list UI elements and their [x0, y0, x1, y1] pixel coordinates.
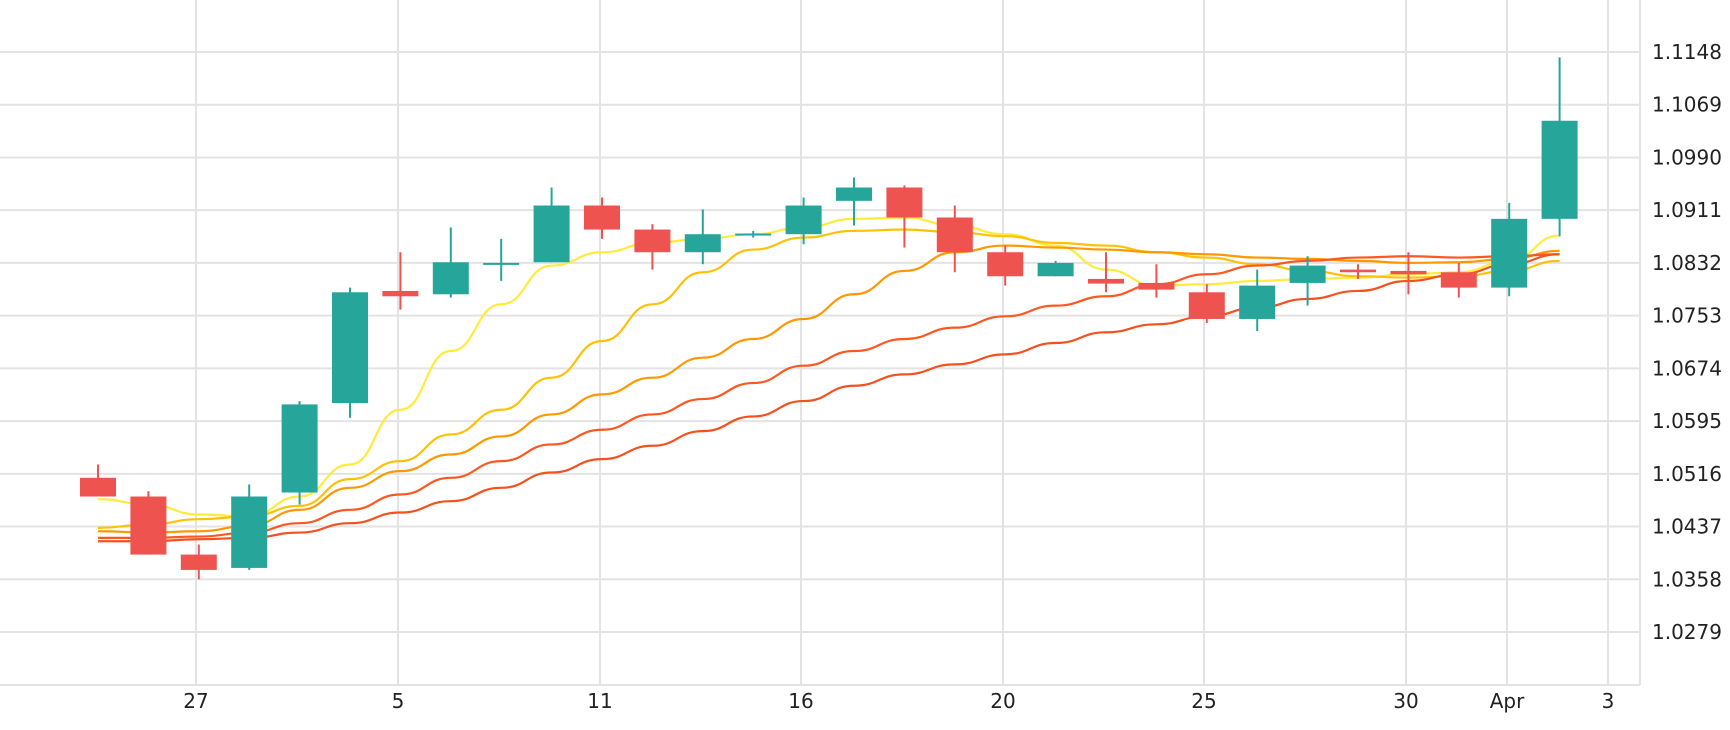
x-tick-label: 16 — [788, 689, 813, 713]
candle-body — [1088, 278, 1124, 284]
candle-body — [987, 252, 1024, 277]
candle-up — [281, 401, 318, 505]
candle-up — [1541, 57, 1578, 237]
candle-down — [1088, 252, 1124, 293]
candle-body — [1037, 262, 1074, 277]
x-axis: 27 5 11 16 20 25 30 Apr 3 — [183, 689, 1614, 713]
candle-body — [332, 292, 368, 404]
candle-down — [1340, 264, 1376, 279]
candle-down — [886, 185, 923, 248]
moving-averages — [97, 216, 1560, 543]
x-tick-label: 30 — [1393, 689, 1418, 713]
candle-down — [1188, 284, 1225, 323]
candle-up — [231, 484, 268, 570]
y-tick-label: 1.1148 — [1652, 40, 1722, 64]
candle-up — [684, 209, 721, 265]
candle-up — [332, 287, 368, 418]
candle-up — [1037, 260, 1074, 277]
y-tick-label: 1.0753 — [1652, 304, 1722, 328]
candle-down — [936, 205, 973, 273]
candle-body — [432, 262, 469, 295]
candle-up — [735, 230, 772, 238]
candle-body — [836, 187, 872, 201]
y-tick-label: 1.0674 — [1652, 356, 1722, 380]
candle-body — [1239, 285, 1276, 319]
candle-body — [886, 187, 923, 218]
candle-body — [684, 234, 721, 253]
candle-body — [1440, 272, 1477, 288]
candle-body — [785, 205, 822, 235]
x-tick-label: 5 — [392, 689, 405, 713]
candle-body — [634, 229, 671, 253]
ma-line — [98, 253, 1560, 539]
candle-down — [1440, 262, 1477, 298]
candle-down — [634, 224, 671, 270]
candle-body — [1491, 218, 1528, 288]
candle-up — [533, 187, 570, 263]
grid — [0, 0, 1641, 686]
candle-down — [1138, 264, 1175, 298]
candle-up — [1491, 202, 1528, 297]
candle-body — [1188, 292, 1225, 319]
y-tick-label: 1.0516 — [1652, 462, 1722, 486]
candle-body — [130, 496, 167, 555]
candle-down — [1390, 252, 1427, 295]
candle-up — [785, 197, 822, 245]
y-axis: 1.1148 1.1069 1.0990 1.0911 1.0832 1.0753 1.06… — [1652, 40, 1722, 644]
candle-body — [483, 262, 520, 265]
candle-body — [231, 496, 268, 568]
x-tick-label: 25 — [1191, 689, 1216, 713]
y-tick-label: 1.0990 — [1652, 145, 1722, 169]
candle-up — [432, 227, 469, 298]
candle-up — [1239, 269, 1276, 331]
y-tick-label: 1.0279 — [1652, 620, 1722, 644]
x-tick-label: 3 — [1602, 689, 1615, 713]
candles — [80, 57, 1578, 580]
candle-down — [80, 464, 116, 497]
candle-up — [483, 238, 520, 281]
candle-body — [281, 404, 318, 493]
candle-up — [1289, 256, 1326, 306]
candle-up — [836, 177, 872, 226]
candle-body — [584, 205, 620, 230]
candle-down — [382, 252, 419, 310]
x-tick-label: 11 — [587, 689, 612, 713]
candle-body — [80, 477, 116, 497]
candle-body — [382, 290, 419, 297]
y-tick-label: 1.0358 — [1652, 567, 1722, 591]
candle-body — [936, 217, 973, 253]
candle-body — [180, 554, 217, 570]
x-tick-label: 20 — [990, 689, 1015, 713]
y-tick-label: 1.1069 — [1652, 93, 1722, 117]
y-tick-label: 1.0437 — [1652, 515, 1722, 539]
candle-body — [533, 205, 570, 263]
x-tick-label: 27 — [183, 689, 208, 713]
candle-down — [180, 544, 217, 580]
candle-body — [735, 233, 772, 236]
candle-body — [1541, 120, 1578, 219]
candle-body — [1289, 265, 1326, 283]
candle-down — [987, 245, 1024, 286]
y-tick-label: 1.0832 — [1652, 251, 1722, 275]
candle-down — [584, 197, 620, 239]
y-tick-label: 1.0595 — [1652, 409, 1722, 433]
candle-body — [1340, 269, 1376, 273]
y-tick-label: 1.0911 — [1652, 198, 1722, 222]
candle-down — [130, 491, 167, 555]
candle-body — [1138, 282, 1175, 290]
candle-body — [1390, 270, 1427, 275]
x-tick-label: Apr — [1490, 689, 1525, 713]
ma-line — [98, 253, 1560, 543]
